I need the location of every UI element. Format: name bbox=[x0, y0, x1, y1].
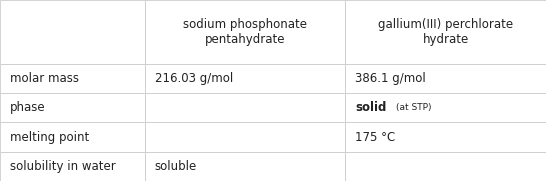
Text: 216.03 g/mol: 216.03 g/mol bbox=[155, 72, 233, 85]
Bar bbox=[145, 93, 345, 123]
Bar bbox=[345, 64, 546, 93]
Bar bbox=[345, 123, 546, 152]
Text: 175 °C: 175 °C bbox=[355, 131, 395, 144]
Bar bbox=[145, 0, 345, 64]
Bar bbox=[145, 123, 345, 152]
Text: solid: solid bbox=[355, 101, 386, 114]
Text: (at STP): (at STP) bbox=[396, 103, 431, 112]
Bar bbox=[0, 0, 145, 64]
Text: gallium(III) perchlorate
hydrate: gallium(III) perchlorate hydrate bbox=[378, 18, 513, 46]
Bar bbox=[345, 0, 546, 64]
Text: phase: phase bbox=[10, 101, 45, 114]
Text: molar mass: molar mass bbox=[10, 72, 79, 85]
Text: melting point: melting point bbox=[10, 131, 89, 144]
Bar bbox=[145, 64, 345, 93]
Bar bbox=[345, 152, 546, 181]
Bar bbox=[345, 93, 546, 123]
Text: 386.1 g/mol: 386.1 g/mol bbox=[355, 72, 426, 85]
Text: solubility in water: solubility in water bbox=[10, 160, 116, 173]
Text: soluble: soluble bbox=[155, 160, 197, 173]
Bar bbox=[0, 123, 145, 152]
Bar bbox=[0, 152, 145, 181]
Bar bbox=[0, 93, 145, 123]
Text: sodium phosphonate
pentahydrate: sodium phosphonate pentahydrate bbox=[183, 18, 307, 46]
Bar bbox=[145, 152, 345, 181]
Bar bbox=[0, 64, 145, 93]
